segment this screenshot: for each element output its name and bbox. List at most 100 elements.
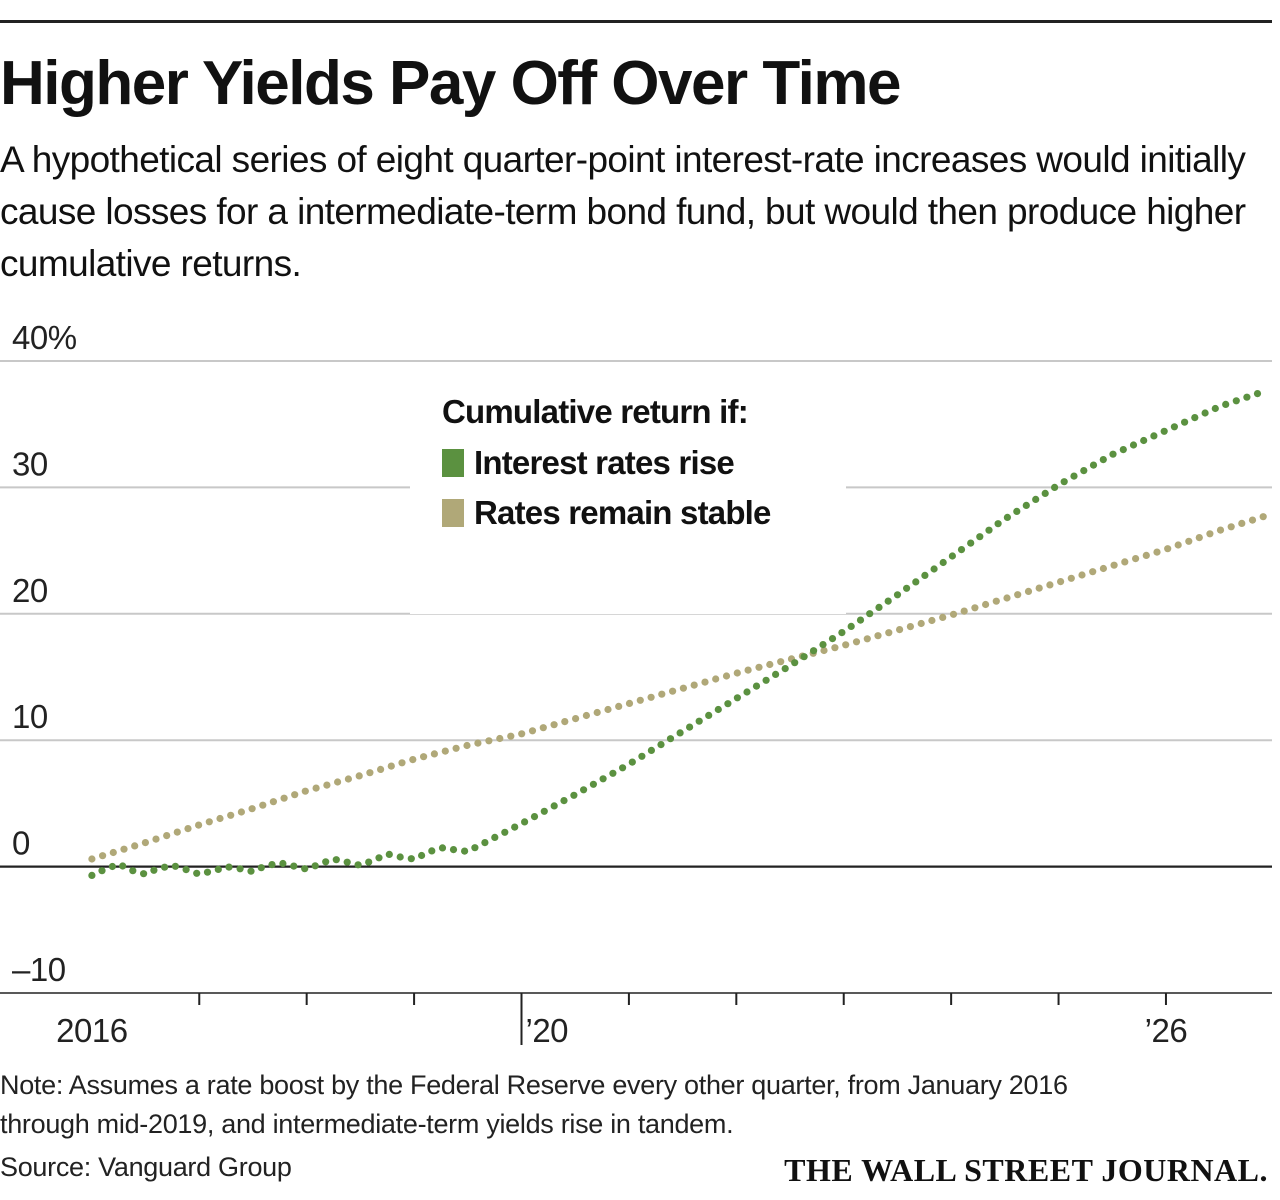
series-dot xyxy=(1227,523,1235,531)
series-dot xyxy=(1067,574,1075,582)
series-dot xyxy=(838,629,846,637)
x-tick-label: ’26 xyxy=(1145,1012,1188,1049)
series-dot xyxy=(301,787,309,795)
y-tick-label: 20 xyxy=(12,572,48,609)
series-dot xyxy=(449,846,458,854)
series-dot xyxy=(1206,530,1214,538)
series-dot xyxy=(866,610,874,618)
series-dot xyxy=(561,718,569,726)
series-dot xyxy=(676,729,684,737)
series-dot xyxy=(407,855,415,863)
series-dot xyxy=(593,708,601,717)
series-dot xyxy=(842,641,850,649)
series-dot xyxy=(705,711,713,719)
series-dot xyxy=(1013,507,1021,515)
series-dot xyxy=(638,752,646,760)
series-dot xyxy=(679,684,688,692)
series-dot xyxy=(344,775,352,783)
series-dot xyxy=(903,584,911,592)
series-dot xyxy=(589,780,598,788)
series-dot xyxy=(131,842,139,850)
series-dot xyxy=(1078,571,1086,579)
series-dot xyxy=(657,741,665,749)
series-dot xyxy=(550,802,558,810)
series-dot xyxy=(1201,409,1209,417)
series-dot xyxy=(471,844,479,852)
series-dot xyxy=(628,758,636,766)
series-dot xyxy=(1099,564,1107,573)
series-dot xyxy=(930,565,938,573)
y-tick-label: 10 xyxy=(12,698,48,735)
series-dot xyxy=(982,600,990,609)
series-dot xyxy=(521,818,529,826)
series-dot xyxy=(743,688,751,696)
series-dot xyxy=(120,845,128,853)
series-dot xyxy=(291,791,299,799)
series-dot xyxy=(766,660,774,669)
y-tick-label: –10 xyxy=(12,951,66,988)
series-dot xyxy=(917,619,925,628)
x-tick-label: 2016 xyxy=(56,1012,127,1049)
series-dot xyxy=(948,552,957,560)
series-dot xyxy=(171,862,179,870)
series-dot xyxy=(279,859,287,868)
series-dot xyxy=(1142,551,1150,559)
series-dot xyxy=(1160,427,1168,435)
series-dot xyxy=(334,778,342,786)
series-dot xyxy=(658,690,666,698)
series-dot xyxy=(1181,418,1189,426)
series-dot xyxy=(1170,423,1178,431)
series-dot xyxy=(863,635,871,643)
series-dot xyxy=(1211,404,1219,413)
series-dot xyxy=(375,854,383,862)
series-dot xyxy=(496,734,504,743)
series-dot xyxy=(1195,534,1203,542)
series-dot xyxy=(1164,545,1172,553)
series-dot xyxy=(109,848,117,857)
series-dot xyxy=(387,762,395,770)
series-dot xyxy=(1140,436,1148,445)
series-dot xyxy=(385,850,393,859)
series-dot xyxy=(409,756,417,764)
series-dot xyxy=(280,794,288,802)
series-dot xyxy=(1032,495,1040,503)
series-dot xyxy=(690,681,698,689)
series-interest-rates-rise xyxy=(88,390,1262,880)
series-dot xyxy=(636,696,644,704)
series-dot xyxy=(819,641,827,649)
series-dot xyxy=(921,571,929,579)
series-dot xyxy=(625,699,634,707)
series-dot xyxy=(1121,558,1129,566)
series-dot xyxy=(712,675,720,683)
line-chart: 40% 30 20 10 0 –10 Cumulative return if: Inte… xyxy=(0,319,1272,1049)
series-dot xyxy=(772,670,780,678)
series-dot xyxy=(1253,390,1262,398)
series-dot xyxy=(762,676,770,684)
series-dot xyxy=(906,623,915,631)
series-dot xyxy=(332,856,340,864)
series-dot xyxy=(828,635,837,643)
series-dot xyxy=(1248,516,1257,524)
series-dot xyxy=(214,865,222,874)
series-dot xyxy=(852,638,861,646)
series-dot xyxy=(141,839,149,847)
series-dot xyxy=(1057,578,1065,586)
series-dot xyxy=(1046,581,1054,589)
series-dot xyxy=(1153,548,1161,556)
series-dot xyxy=(511,823,519,831)
chart-note: Note: Assumes a rate boost by the Federa… xyxy=(0,1070,1068,1139)
series-dot xyxy=(248,805,256,813)
series-dot xyxy=(355,772,363,780)
series-dot xyxy=(777,658,785,666)
series-dot xyxy=(1185,537,1193,545)
series-dot xyxy=(140,870,148,878)
series-dot xyxy=(398,759,406,767)
series-dot xyxy=(701,678,709,686)
series-dot xyxy=(967,539,975,547)
series-dot xyxy=(609,769,617,777)
series-dot xyxy=(781,665,789,673)
series-dot xyxy=(528,727,537,735)
legend-swatch-rates-rise xyxy=(442,449,464,477)
series-dot xyxy=(268,861,276,869)
series-dot xyxy=(928,616,936,625)
